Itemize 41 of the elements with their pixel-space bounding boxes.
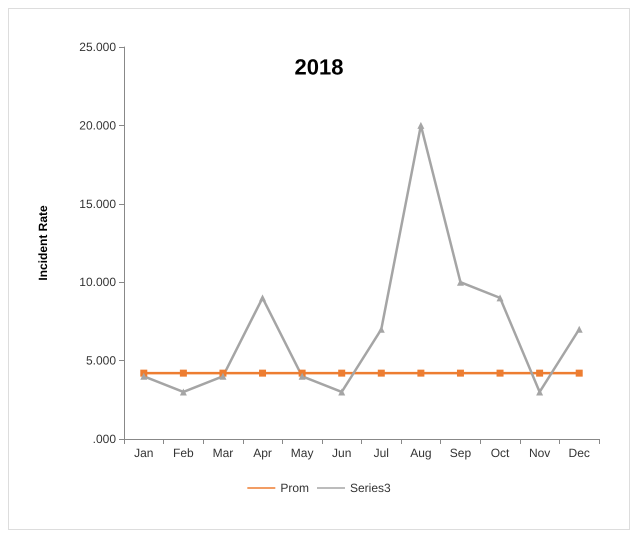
x-tick-label: Jan [134,446,154,460]
point [219,372,226,380]
legend-label: Series3 [350,481,392,495]
x-tick-label: Apr [253,446,272,460]
point [496,294,504,302]
point [417,370,424,377]
x-tick-label: Feb [173,446,194,460]
y-tick-label: 20.000 [79,118,116,132]
legend-label: Prom [280,481,309,495]
point [338,388,346,396]
x-tick-label: Jul [374,446,389,460]
y-tick-label: 5.000 [86,354,116,368]
x-tick-label: Jun [332,446,352,460]
x-tick-label: Mar [212,446,234,460]
point [259,294,266,302]
point [259,370,266,377]
point [140,372,148,380]
point [536,370,544,377]
point [417,122,424,129]
x-tick-label: Sep [450,446,472,460]
point [180,388,187,396]
point [298,372,306,380]
point [456,370,464,377]
x-tick-label: Nov [528,446,550,460]
y-tick-label: 15.000 [79,196,116,211]
point [496,370,504,377]
x-tick-label: Dec [568,446,590,460]
y-tick-label: 25.000 [79,40,116,54]
x-tick-label: Aug [410,446,432,460]
y-tick-label: 10.000 [79,275,116,290]
y-tick-label: .000 [92,432,116,446]
point [378,370,385,377]
point [576,370,583,377]
point [536,388,544,396]
y-axis-title: Incident Rate [36,205,50,281]
point [180,370,187,377]
point [576,326,583,333]
x-tick-label: Oct [490,446,510,460]
chart-title: 2018 [294,54,344,80]
point [338,370,346,377]
x-tick-label: May [290,446,314,460]
